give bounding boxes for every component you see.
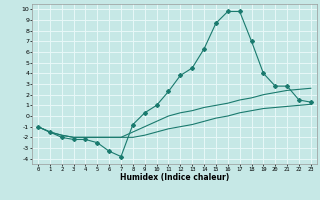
X-axis label: Humidex (Indice chaleur): Humidex (Indice chaleur) bbox=[120, 173, 229, 182]
